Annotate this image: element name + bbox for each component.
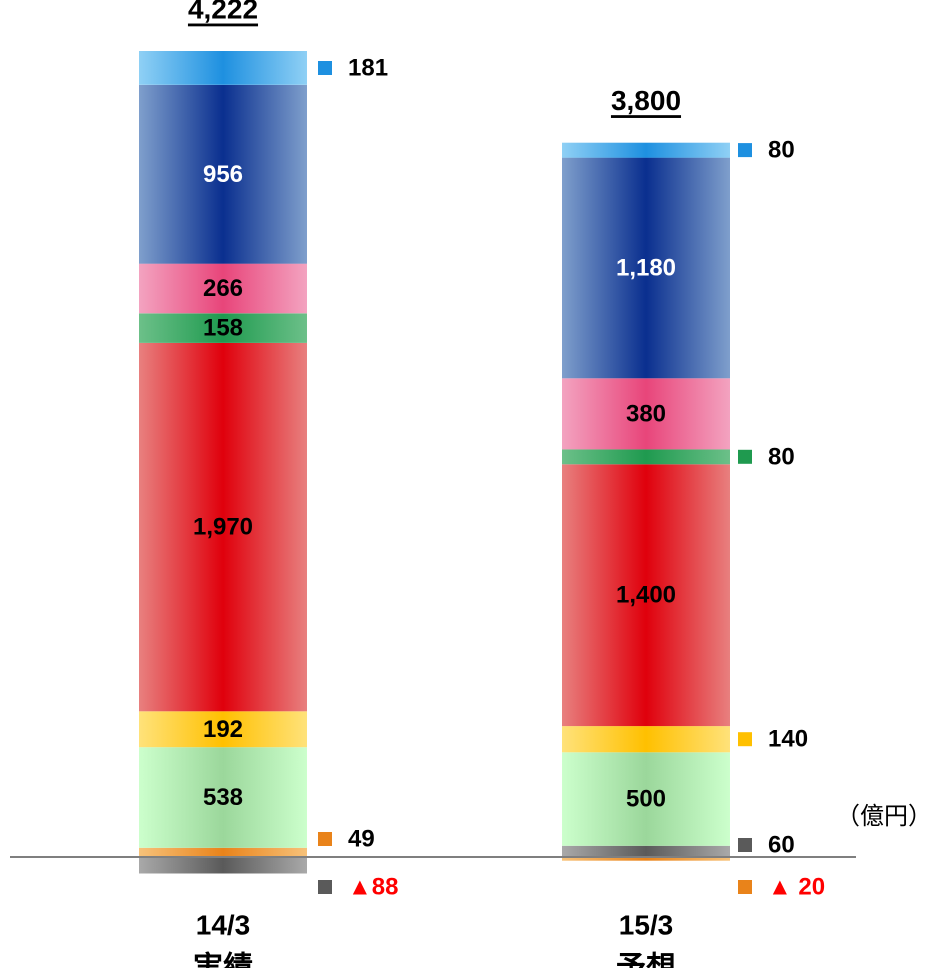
series-marker-gray-2 bbox=[738, 838, 752, 852]
bar-segment-blue-1 bbox=[139, 84, 307, 264]
data-label-yellow-1: 192 bbox=[203, 716, 243, 743]
bar-segment-pink-1 bbox=[139, 263, 307, 314]
category-label-2-line2: 予想 bbox=[616, 952, 676, 968]
bar-segment-orange-1 bbox=[139, 847, 307, 857]
bar-segment-yellow-1 bbox=[139, 711, 307, 748]
total-label-1: 4,222 bbox=[188, 0, 258, 25]
data-label-yellow-2: 140 bbox=[768, 726, 808, 753]
data-label-gray-1: ▲88 bbox=[348, 874, 398, 901]
bar-segment-green-1 bbox=[139, 313, 307, 343]
data-label-orange-1: 49 bbox=[348, 826, 375, 853]
bar-segment-gray-2 bbox=[562, 845, 730, 857]
series-marker-yellow-2 bbox=[738, 732, 752, 747]
series-marker-green-2 bbox=[738, 449, 752, 464]
bar-segment-blue-2 bbox=[562, 157, 730, 379]
total-label-2: 3,800 bbox=[611, 85, 681, 116]
bar-segment-lgreen-2 bbox=[562, 752, 730, 846]
data-label-red-2: 1,400 bbox=[616, 582, 676, 609]
series-marker-lblue-2 bbox=[738, 143, 752, 158]
data-label-pink-1: 266 bbox=[203, 275, 243, 302]
series-marker-lblue-1 bbox=[318, 61, 332, 75]
bar-segment-red-1 bbox=[139, 342, 307, 712]
data-label-blue-2: 1,180 bbox=[616, 254, 676, 281]
data-label-lblue-2: 80 bbox=[768, 137, 795, 164]
category-label-2-line1: 15/3 bbox=[619, 910, 674, 941]
series-marker-orange-2 bbox=[738, 880, 752, 894]
bar-segment-gray-1 bbox=[139, 857, 307, 874]
data-label-pink-2: 380 bbox=[626, 400, 666, 427]
data-label-orange-2: ▲ 20 bbox=[768, 874, 825, 901]
data-label-green-1: 158 bbox=[203, 315, 243, 342]
data-label-gray-2: 60 bbox=[768, 832, 795, 859]
category-label-1-line2: 実績 bbox=[193, 952, 253, 968]
data-label-lgreen-1: 538 bbox=[203, 784, 243, 811]
data-label-red-1: 1,970 bbox=[193, 514, 253, 541]
series-marker-gray-1 bbox=[318, 880, 332, 894]
bar-segment-lblue-1 bbox=[139, 51, 307, 85]
bar-segment-lgreen-1 bbox=[139, 747, 307, 848]
series-marker-orange-1 bbox=[318, 832, 332, 846]
data-label-blue-1: 956 bbox=[203, 161, 243, 188]
bar-segment-orange-2 bbox=[562, 857, 730, 861]
category-label-1-line1: 14/3 bbox=[196, 910, 251, 941]
bar-segment-green-2 bbox=[562, 449, 730, 465]
data-label-green-2: 80 bbox=[768, 443, 795, 470]
bar-segment-pink-2 bbox=[562, 378, 730, 450]
bar-segment-lblue-2 bbox=[562, 142, 730, 158]
bar-segment-yellow-2 bbox=[562, 726, 730, 753]
unit-label: （億円） bbox=[836, 802, 930, 830]
data-label-lblue-1: 181 bbox=[348, 54, 388, 81]
bar-segment-red-2 bbox=[562, 464, 730, 727]
data-label-lgreen-2: 500 bbox=[626, 786, 666, 813]
